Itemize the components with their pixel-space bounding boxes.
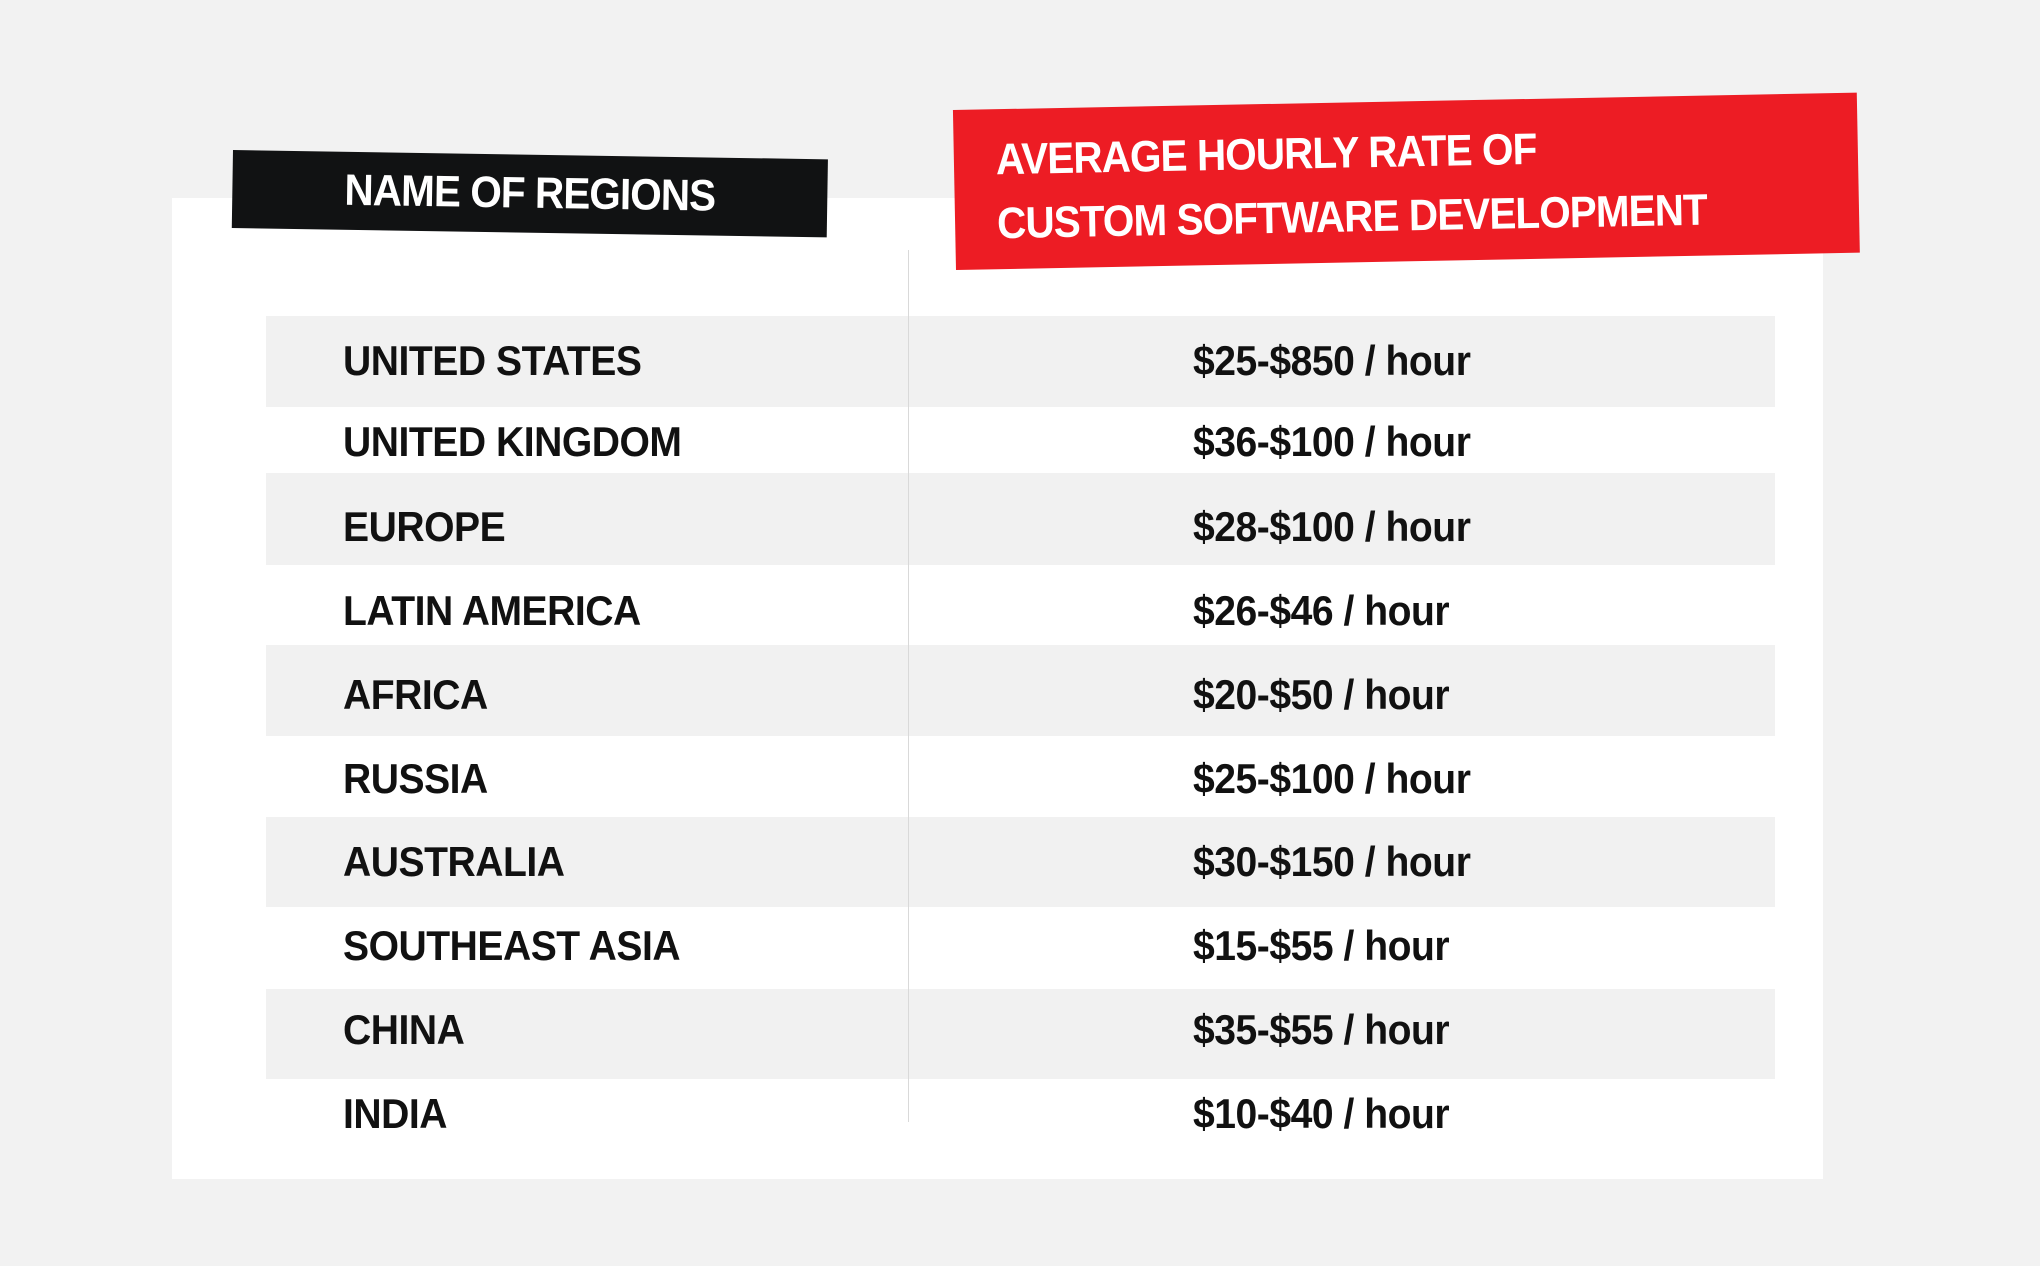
hourly-rate: $10-$40 / hour	[1193, 1090, 1450, 1137]
region-name: LATIN AMERICA	[343, 587, 641, 634]
rate-column-header: AVERAGE HOURLY RATE OF CUSTOM SOFTWARE D…	[952, 92, 1860, 271]
hourly-rate: $26-$46 / hour	[1193, 587, 1450, 634]
table-row: AFRICA $20-$50 / hour	[266, 645, 1775, 736]
rate-header-line1: AVERAGE HOURLY RATE OF	[995, 124, 1537, 185]
table-row: AUSTRALIA $30-$150 / hour	[266, 817, 1775, 907]
region-name: UNITED STATES	[343, 337, 642, 384]
hourly-rate: $36-$100 / hour	[1193, 418, 1471, 465]
table-row: INDIA $10-$40 / hour	[266, 1079, 1775, 1149]
hourly-rate: $30-$150 / hour	[1193, 838, 1471, 885]
table-row: CHINA $35-$55 / hour	[266, 989, 1775, 1079]
region-name: AFRICA	[343, 671, 488, 718]
region-name: INDIA	[343, 1090, 448, 1137]
table-row: UNITED STATES $25-$850 / hour	[266, 316, 1775, 407]
table-row: SOUTHEAST ASIA $15-$55 / hour	[266, 907, 1775, 989]
hourly-rate: $25-$100 / hour	[1193, 755, 1471, 802]
hourly-rate: $25-$850 / hour	[1193, 337, 1471, 384]
column-divider	[908, 250, 909, 1122]
region-name: SOUTHEAST ASIA	[343, 922, 681, 969]
table-row: EUROPE $28-$100 / hour	[266, 473, 1775, 565]
region-name: EUROPE	[343, 503, 506, 550]
rate-header-line2: CUSTOM SOFTWARE DEVELOPMENT	[996, 185, 1708, 249]
region-name: UNITED KINGDOM	[343, 418, 682, 465]
regions-column-header: NAME OF REGIONS	[231, 150, 828, 238]
region-name: AUSTRALIA	[343, 838, 565, 885]
hourly-rate: $20-$50 / hour	[1193, 671, 1450, 718]
hourly-rate: $28-$100 / hour	[1193, 503, 1471, 550]
hourly-rate: $15-$55 / hour	[1193, 922, 1450, 969]
table-row: RUSSIA $25-$100 / hour	[266, 736, 1775, 817]
hourly-rate: $35-$55 / hour	[1193, 1006, 1450, 1053]
regions-header-text: NAME OF REGIONS	[344, 165, 716, 221]
region-name: RUSSIA	[343, 755, 488, 802]
region-name: CHINA	[343, 1006, 465, 1053]
table-row: UNITED KINGDOM $36-$100 / hour	[266, 407, 1775, 473]
table-row: LATIN AMERICA $26-$46 / hour	[266, 565, 1775, 645]
